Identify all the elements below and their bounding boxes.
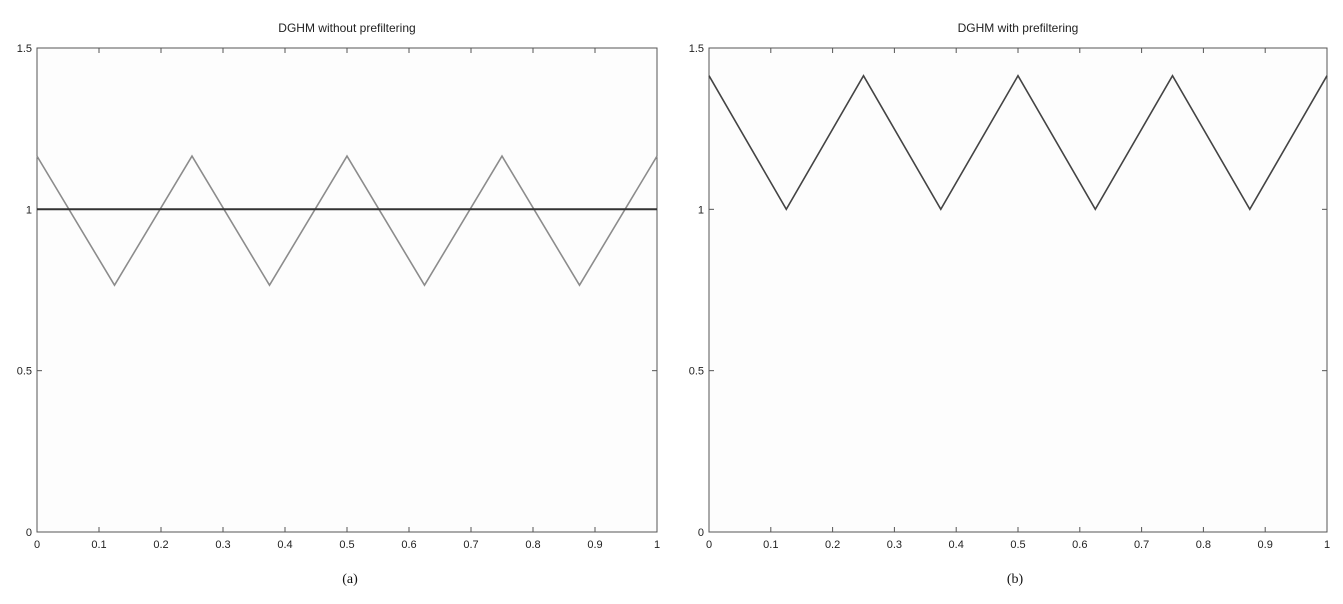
plot-frame [36,47,658,533]
plot-frame [708,47,1328,533]
x-tick-label: 0.7 [1134,539,1149,551]
x-tick-label: 0.5 [339,539,354,551]
chart-title: DGHM without prefiltering [278,21,415,35]
x-tick-label: 0.1 [91,539,106,551]
caption-b: (b) [1006,572,1024,587]
x-tick-label: 1 [654,539,660,551]
y-tick-label: 1.5 [689,43,704,55]
caption-a: (a) [342,572,358,587]
x-tick-label: 0.8 [1196,539,1211,551]
x-tick-label: 0.3 [887,539,902,551]
series-line-1 [708,74,1328,211]
x-tick-label: 0.1 [763,539,778,551]
y-tick-label: 0 [698,527,704,539]
x-tick-label: 0.9 [1258,539,1273,551]
y-tick-label: 0.5 [17,366,32,378]
y-tick-label: 1 [698,204,704,216]
x-tick-label: 0.4 [949,539,964,551]
x-tick-label: 0.8 [525,539,540,551]
x-tick-label: 0.5 [1010,539,1025,551]
y-tick-label: 1.5 [17,43,32,55]
series-line-1 [36,154,658,287]
x-tick-label: 0.4 [277,539,292,551]
chart-title: DGHM with prefiltering [958,21,1079,35]
x-tick-label: 1 [1324,539,1330,551]
x-tick-label: 0.7 [463,539,478,551]
x-tick-label: 0.3 [215,539,230,551]
x-tick-label: 0.6 [1072,539,1087,551]
x-tick-label: 0 [34,539,40,551]
x-tick-label: 0.6 [401,539,416,551]
x-tick-label: 0.2 [825,539,840,551]
x-tick-label: 0.9 [587,539,602,551]
y-tick-label: 1 [26,204,32,216]
x-tick-label: 0 [706,539,712,551]
y-tick-label: 0 [26,527,32,539]
chart-a: DGHM without prefiltering 0 0.1 0.2 0.3 0.4 0.… [17,21,660,551]
x-tick-label: 0.2 [153,539,168,551]
chart-b: DGHM with prefiltering 0 0.1 0.2 0.3 0.4 0.5 0.… [689,21,1330,551]
y-tick-label: 0.5 [689,366,704,378]
